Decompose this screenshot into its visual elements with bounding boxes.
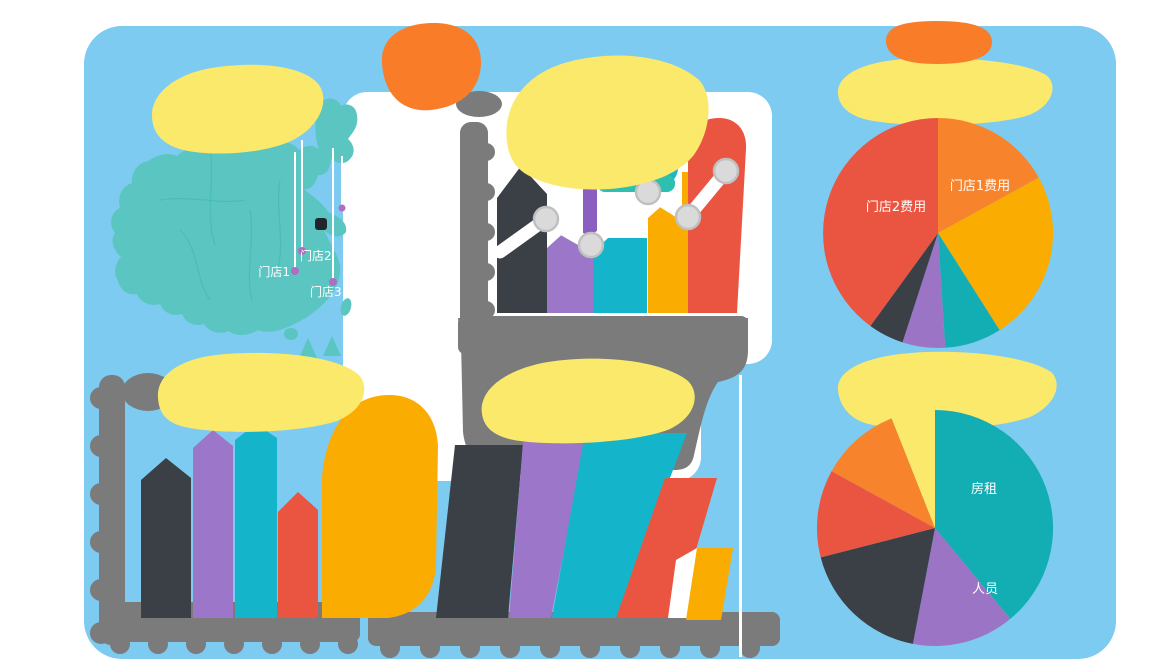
pie1-label-store2: 门店2费用: [866, 200, 926, 215]
logo-blob-center: [381, 22, 481, 111]
extra-pin-melt: [338, 204, 346, 212]
china-map: 门店1 门店2 门店3: [111, 98, 358, 340]
expense-pie-top: 门店1费用 门店2费用: [823, 118, 1054, 349]
line-marker[interactable]: [577, 231, 605, 259]
combo-title-banner: [506, 55, 709, 190]
map-title-banner: [152, 64, 324, 154]
slice-yellow[interactable]: [891, 410, 935, 528]
y-axis: [90, 373, 174, 645]
line-marker[interactable]: [532, 205, 560, 233]
pie1-label-store1: 门店1费用: [950, 179, 1010, 194]
slice-gold[interactable]: [938, 177, 1054, 331]
y-axis: [460, 122, 495, 338]
map-label-melt: [315, 218, 327, 230]
expense-pie-bottom: 房租 人员: [816, 410, 1054, 646]
bar-5[interactable]: [686, 548, 733, 620]
pie1-title-banner: [837, 58, 1053, 125]
bottom-chart-title-banner: [481, 358, 695, 444]
pie2-label-staff: 人员: [972, 582, 998, 597]
slice-rent[interactable]: [935, 410, 1054, 619]
store1-label: 门店1: [258, 264, 290, 279]
bottom-axis-bands: [100, 602, 780, 658]
slice-dark[interactable]: [870, 233, 938, 343]
slice-purple[interactable]: [902, 233, 946, 349]
bar-3[interactable]: [552, 433, 687, 618]
bar-4[interactable]: [648, 202, 688, 313]
slice-store1-expense[interactable]: [938, 118, 1039, 233]
bar-4[interactable]: [278, 492, 318, 618]
bar-2[interactable]: [509, 442, 585, 618]
bar-5[interactable]: [322, 394, 438, 618]
bar-2[interactable]: [193, 430, 233, 618]
map-island-taiwan: [340, 298, 352, 316]
store3-pin[interactable]: [329, 278, 337, 286]
left-bar-chart: [90, 336, 438, 645]
chart-corner-melt: [456, 91, 502, 117]
slice-teal[interactable]: [938, 233, 1000, 348]
bar-1[interactable]: [141, 458, 191, 618]
logo-blob-right: [886, 21, 992, 64]
store2-label: 门店2: [300, 248, 332, 263]
panel-title-banners: [152, 55, 1057, 444]
line-markers[interactable]: [532, 157, 740, 259]
bar-1[interactable]: [436, 445, 523, 618]
line-marker[interactable]: [674, 203, 702, 231]
slice-dark[interactable]: [820, 528, 935, 644]
province-borders: [159, 149, 282, 301]
bar-3[interactable]: [235, 424, 277, 618]
slice-store2-expense[interactable]: [823, 118, 938, 326]
bottom-bar-chart: [436, 433, 733, 620]
line-marker[interactable]: [712, 157, 740, 185]
store1-pin[interactable]: [291, 267, 299, 275]
store2-pin[interactable]: [298, 247, 306, 255]
store3-label: 门店3: [310, 284, 342, 299]
map-pins: 门店1 门店2 门店3: [258, 140, 346, 299]
bar-4[interactable]: [616, 478, 717, 618]
panel-edge-melt: [739, 375, 742, 657]
pie2-label-rent: 房租: [971, 481, 997, 497]
slice-orange[interactable]: [831, 418, 935, 528]
map-island-hainan: [284, 328, 298, 340]
slice-red[interactable]: [816, 471, 935, 558]
left-chart-title-banner: [157, 352, 365, 432]
slice-staff[interactable]: [912, 528, 1011, 646]
pie2-title-banner: [837, 351, 1057, 430]
